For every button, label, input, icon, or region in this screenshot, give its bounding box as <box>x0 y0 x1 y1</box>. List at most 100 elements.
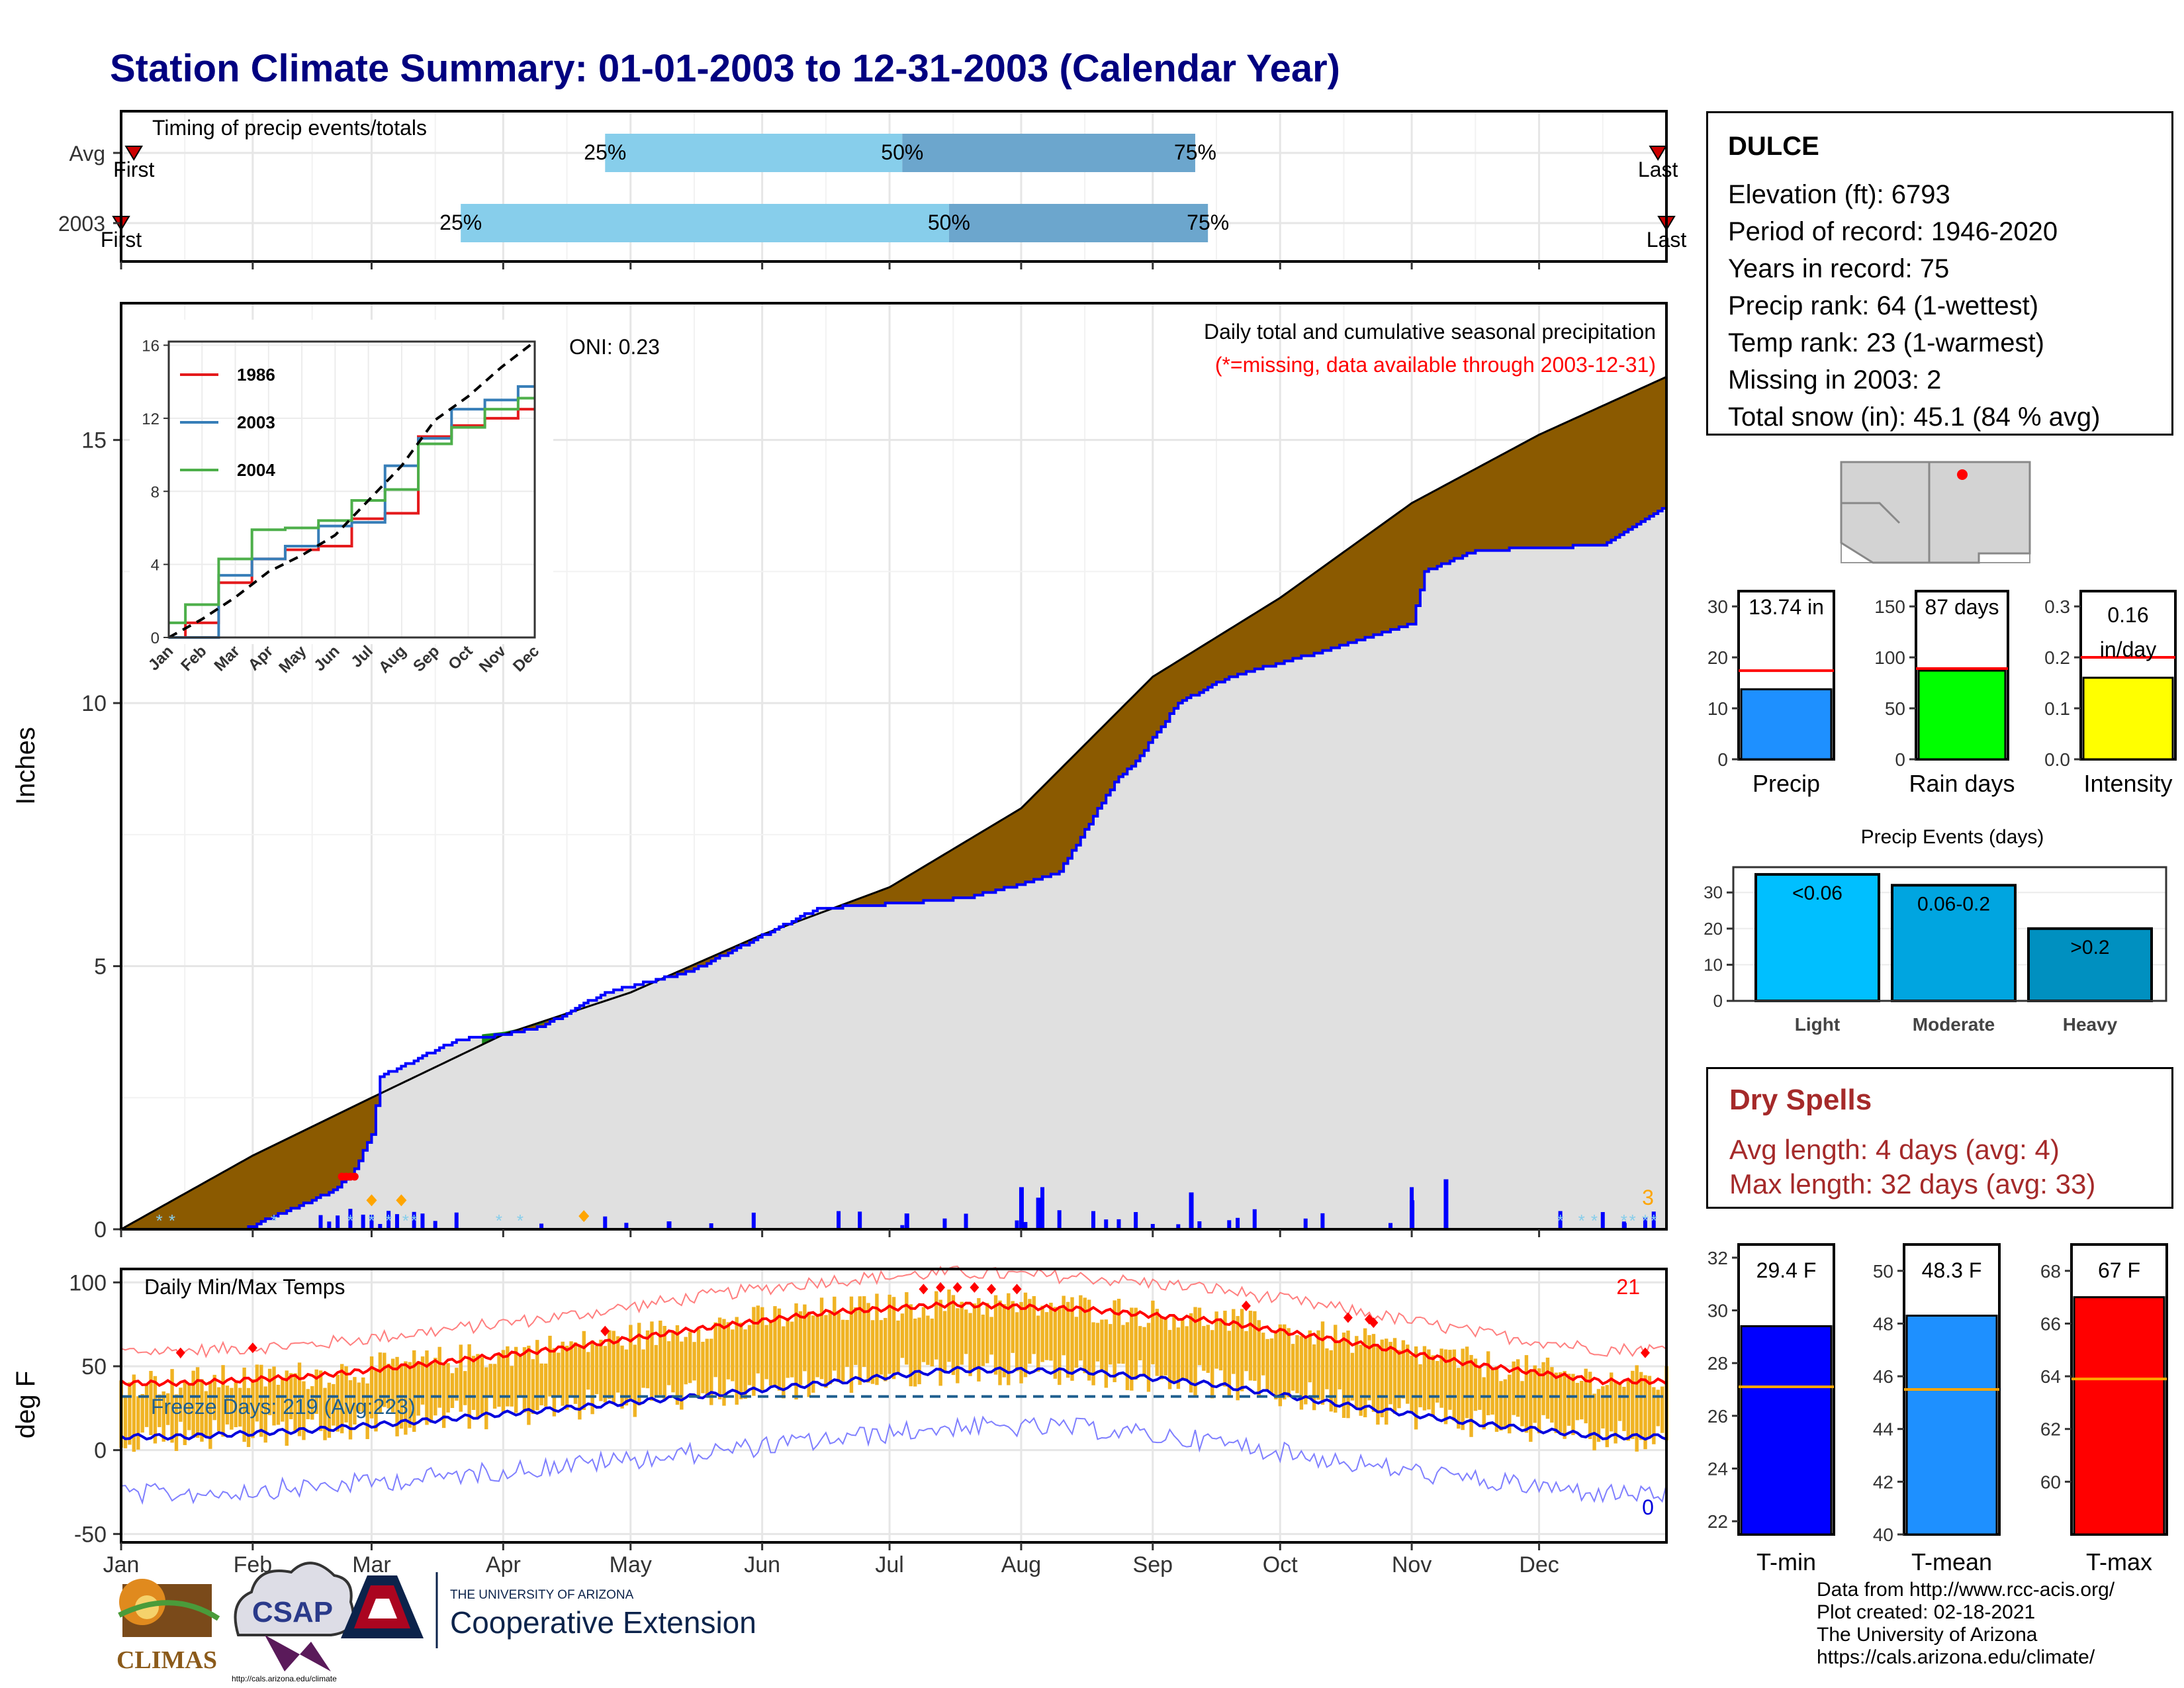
summary-bar <box>2082 677 2174 761</box>
last-event-label: Last <box>1638 158 1678 181</box>
daily-temp-bar <box>518 1354 522 1397</box>
daily-temp-bar <box>1478 1367 1482 1410</box>
daily-temp-bar <box>1580 1380 1584 1420</box>
daily-precip-bar <box>1410 1200 1415 1229</box>
daily-temp-bar <box>1359 1344 1363 1416</box>
missing-note: (*=missing, data available through 2003-… <box>1215 353 1656 377</box>
temp-summary-bars: 22 24 26 28 30 32 29.4 F T-min 40 42 44 46 48 50 48.3 … <box>1707 1243 2168 1575</box>
daily-precip-bar <box>348 1209 353 1229</box>
daily-temp-bar <box>777 1308 782 1391</box>
daily-temp-bar <box>420 1356 425 1405</box>
daily-temp-bar <box>369 1356 374 1419</box>
daily-temp-bar <box>773 1306 777 1387</box>
daily-temp-bar <box>1312 1344 1316 1411</box>
daily-temp-bar <box>1537 1368 1541 1434</box>
precip-events-title: Precip Events (days) <box>1861 826 2044 848</box>
timing-pct-label: 25% <box>584 140 626 164</box>
temp-bar-ytick-label: 66 <box>2040 1313 2061 1334</box>
footer-line: The University of Arizona <box>1817 1624 2038 1646</box>
daily-temp-bar <box>174 1394 179 1451</box>
timing-bar-50-75 <box>948 204 1208 242</box>
daily-precip-bar <box>1320 1213 1325 1229</box>
daily-temp-bar <box>1563 1371 1567 1439</box>
snow-marker: * <box>1651 1211 1657 1231</box>
daily-temp-bar <box>1401 1340 1406 1399</box>
daily-temp-bar <box>645 1330 650 1389</box>
daily-temp-bar <box>1554 1372 1559 1433</box>
daily-temp-bar <box>510 1366 514 1407</box>
daily-temp-bar <box>782 1326 786 1399</box>
daily-temp-bar <box>1457 1368 1461 1429</box>
daily-precip-bar <box>1197 1221 1202 1229</box>
daily-temp-bar <box>807 1311 811 1397</box>
daily-temp-bar <box>1142 1327 1146 1377</box>
precip-event-value: >0.2 <box>2070 937 2109 959</box>
daily-temp-bar <box>620 1345 624 1409</box>
daily-precip-bar <box>433 1221 437 1229</box>
summary-ytick-label: 150 <box>1874 596 1905 617</box>
daily-temp-bar <box>1550 1367 1554 1423</box>
snow-marker: * <box>347 1211 353 1231</box>
summary-bar-label: Intensity <box>2083 770 2172 797</box>
oni-label: ONI: 0.23 <box>569 335 660 359</box>
daily-temp-bar <box>165 1393 170 1425</box>
daily-precip-bar <box>1104 1219 1109 1229</box>
daily-temp-bar <box>726 1322 731 1380</box>
timing-pct-label: 50% <box>928 211 970 234</box>
record-high-marker <box>919 1284 929 1295</box>
snow-marker: * <box>368 1211 375 1231</box>
daily-temp-bar <box>828 1311 833 1385</box>
daily-temp-bar <box>1516 1359 1520 1417</box>
daily-temp-bar <box>539 1363 543 1405</box>
precip-event-bar <box>1754 872 1880 1003</box>
station-name: DULCE <box>1728 132 1819 161</box>
daily-temp-bar <box>1002 1304 1007 1378</box>
avg-min-temp-line <box>120 1366 1667 1441</box>
daily-temp-bar <box>246 1387 251 1447</box>
csap-logo-text: CSAP <box>252 1596 333 1628</box>
daily-temp-bar <box>1461 1348 1465 1430</box>
daily-temp-bar <box>930 1318 934 1367</box>
daily-temp-bar <box>709 1338 713 1405</box>
daily-temp-bar <box>1206 1325 1210 1373</box>
daily-temp-bar <box>680 1341 684 1410</box>
daily-temp-bar <box>1486 1351 1490 1415</box>
daily-temp-bar <box>251 1379 255 1438</box>
ua-logo: THE UNIVERSITY OF ARIZONA Cooperative Ex… <box>341 1572 756 1648</box>
daily-temp-bar <box>819 1297 824 1380</box>
inset-bg <box>130 320 553 644</box>
daily-temp-bar <box>913 1318 917 1387</box>
daily-temp-bar <box>527 1345 531 1425</box>
daily-temp-bar <box>1660 1386 1664 1433</box>
inset-series-line <box>169 385 535 639</box>
record-min-line <box>120 1415 1667 1505</box>
daily-temp-bar <box>942 1311 947 1372</box>
daily-temp-bar <box>1473 1358 1478 1411</box>
daily-temp-bar <box>1236 1316 1240 1401</box>
daily-temp-bar <box>310 1386 314 1420</box>
snow-marker: * <box>1557 1211 1564 1231</box>
daily-temp-bar <box>1338 1341 1342 1389</box>
daily-temp-bar <box>1287 1328 1291 1397</box>
daily-temp-bar <box>259 1364 263 1437</box>
temp-bar-ytick-label: 50 <box>1873 1261 1893 1282</box>
daily-temp-bar <box>972 1303 977 1370</box>
daily-temp-bar <box>221 1365 225 1437</box>
daily-temp-bar <box>1116 1299 1121 1364</box>
daily-precip-bar <box>336 1215 340 1229</box>
daily-temp-bar <box>480 1357 484 1415</box>
daily-temp-bar <box>731 1329 735 1382</box>
snow-marker: * <box>517 1211 523 1231</box>
daily-temp-bar <box>1397 1350 1401 1409</box>
daily-temp-bar <box>696 1329 701 1398</box>
daily-temp-bar <box>870 1320 875 1384</box>
daily-temp-bar <box>956 1308 960 1383</box>
daily-temp-bar <box>297 1362 302 1436</box>
daily-precip-bar <box>1227 1220 1232 1229</box>
daily-temp-bar <box>1210 1330 1214 1399</box>
daily-temp-bar <box>1643 1375 1647 1450</box>
inset-ytick-label: 0 <box>151 630 159 647</box>
temp-bar-ytick-label: 42 <box>1873 1472 1893 1492</box>
dry-spells-title: Dry Spells <box>1729 1084 1872 1116</box>
